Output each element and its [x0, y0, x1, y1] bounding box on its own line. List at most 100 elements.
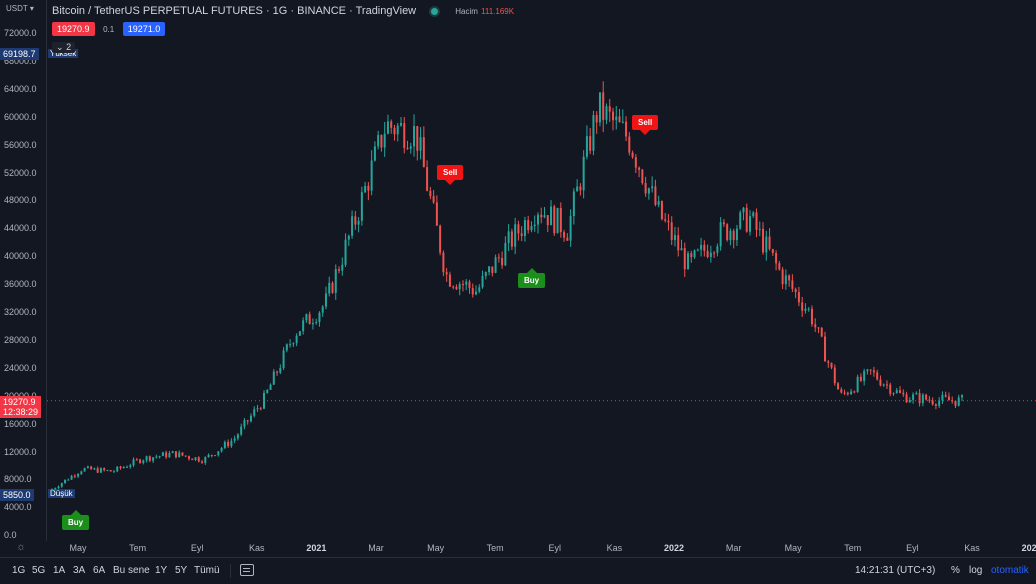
date-range-icon[interactable]	[240, 564, 254, 576]
candle-body	[944, 394, 947, 397]
price-tick-label: 0.0	[4, 530, 17, 541]
clock[interactable]: 14:21:31 (UTC+3)	[855, 565, 936, 576]
candle-body	[866, 369, 869, 372]
candle-body	[791, 280, 794, 289]
candle-body	[272, 371, 275, 385]
candle-body	[677, 235, 680, 251]
candle-body	[207, 454, 210, 458]
candle-body	[566, 237, 569, 241]
candle-body	[775, 253, 778, 264]
candle-body	[726, 224, 729, 241]
settings-icon[interactable]: ☼	[16, 541, 27, 553]
candle-body	[338, 269, 341, 271]
buy-price-button[interactable]: 19271.0	[122, 22, 166, 36]
bar-countdown: 12:38:29	[3, 407, 39, 417]
time-tick-label: May	[69, 543, 87, 553]
candle-body	[468, 281, 471, 289]
candle-body	[905, 394, 908, 403]
percent-scale-button[interactable]: %	[951, 565, 960, 576]
price-tick-label: 8000.0	[4, 474, 32, 485]
currency-selector[interactable]: USDT ▾	[6, 4, 34, 13]
candle-body	[256, 408, 259, 410]
symbol-title[interactable]: Bitcoin / TetherUS PERPETUAL FUTURES · 1…	[52, 5, 417, 17]
candle-body	[631, 152, 634, 158]
candle-body	[872, 370, 875, 373]
candle-body	[729, 230, 732, 241]
high-label: Yüksek	[48, 49, 79, 58]
candle-body	[292, 343, 295, 345]
candle-body	[409, 146, 412, 149]
candle-body	[475, 291, 478, 295]
candle-body	[569, 216, 572, 241]
buy-signal: Buy	[62, 510, 90, 530]
candle-body	[305, 314, 308, 321]
range-button[interactable]: 6A	[93, 565, 106, 576]
candle-body	[921, 394, 924, 404]
candle-body	[429, 190, 432, 197]
candle-body	[227, 441, 230, 447]
price-tick-label: 64000.0	[4, 83, 37, 94]
candle-body	[533, 224, 536, 227]
range-button[interactable]: 1Y	[155, 565, 168, 576]
candle-body	[295, 335, 298, 344]
candle-body	[752, 212, 755, 217]
volume-label: Hacim	[455, 7, 478, 16]
candle-body	[706, 250, 709, 258]
candle-body	[527, 220, 530, 231]
candlestick-chart[interactable]	[47, 0, 1036, 541]
candle-body	[331, 282, 334, 293]
chevron-down-icon: ⌄	[56, 42, 64, 52]
sell-price-button[interactable]: 19270.9	[52, 22, 95, 36]
candle-body	[504, 242, 507, 266]
candle-body	[546, 215, 549, 226]
candle-body	[517, 224, 520, 234]
candle-body	[86, 466, 89, 469]
candle-body	[644, 183, 647, 194]
candle-body	[54, 488, 57, 490]
candle-body	[807, 308, 810, 310]
range-button[interactable]: 5Y	[175, 565, 188, 576]
candle-body	[90, 466, 93, 470]
candle-body	[60, 483, 63, 487]
range-button[interactable]: 1G	[12, 565, 26, 576]
candle-body	[442, 252, 445, 273]
range-button[interactable]: 5G	[32, 565, 46, 576]
candle-body	[347, 235, 350, 240]
candle-body	[99, 468, 102, 473]
candle-body	[784, 275, 787, 285]
candle-body	[109, 470, 112, 472]
candle-body	[324, 293, 327, 307]
log-scale-button[interactable]: log	[969, 565, 983, 576]
candle-body	[543, 215, 546, 218]
candle-body	[435, 202, 438, 226]
indicator-collapse-button[interactable]: ⌄ 2	[52, 42, 76, 53]
time-tick-label: Kas	[249, 543, 265, 553]
time-axis[interactable]: May Tem Eyl Kas 2021 Mar May Tem Eyl Kas 2022 Mar Ma…	[47, 541, 1036, 557]
candle-body	[530, 226, 533, 231]
candle-body	[801, 302, 804, 311]
spread-value: 0.1	[103, 25, 115, 34]
candle-body	[879, 379, 882, 386]
auto-scale-button[interactable]: otomatik	[991, 565, 1029, 576]
last-price-badge: 19270.9 12:38:29	[0, 396, 42, 418]
price-tick-label: 48000.0	[4, 195, 37, 206]
candle-body	[142, 460, 145, 463]
range-button[interactable]: Bu sene	[113, 565, 150, 576]
time-tick-label: Eyl	[548, 543, 562, 553]
candle-body	[481, 275, 484, 288]
range-button[interactable]: 1A	[53, 565, 66, 576]
candle-body	[941, 394, 944, 401]
candle-body	[354, 216, 357, 225]
candle-body	[647, 188, 650, 194]
candle-body	[947, 396, 950, 401]
candle-body	[501, 258, 504, 266]
candle-body	[406, 148, 409, 150]
candle-body	[794, 288, 797, 293]
price-scale[interactable]: USDT ▾ 72000.0 68000.0 64000.0 60000.0 56000…	[0, 0, 47, 541]
candle-body	[285, 344, 288, 351]
candle-body	[334, 269, 337, 293]
range-button[interactable]: 3A	[73, 565, 86, 576]
candle-body	[152, 457, 155, 461]
range-button[interactable]: Tümü	[194, 565, 220, 576]
